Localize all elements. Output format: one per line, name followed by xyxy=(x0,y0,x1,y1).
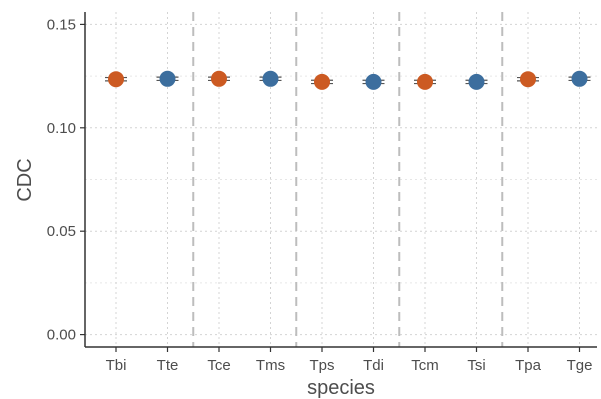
data-point xyxy=(105,71,127,88)
x-axis-ticks: Tbi Tte Tce Tms Tps Tdi Tcm Tsi Tpa Tge xyxy=(106,347,593,374)
y-tick-label: 0.10 xyxy=(47,120,76,137)
data-points xyxy=(105,70,591,90)
x-tick-label: Tcm xyxy=(411,357,439,374)
y-axis-ticks: 0.00 0.05 0.10 0.15 xyxy=(47,16,85,344)
data-point xyxy=(311,73,333,90)
point-marker xyxy=(159,70,176,87)
x-tick-label: Tsi xyxy=(467,357,485,374)
y-tick-label: 0.05 xyxy=(47,223,76,240)
x-tick-label: Tps xyxy=(309,357,334,374)
x-tick-label: Tce xyxy=(207,357,230,374)
point-marker xyxy=(262,70,279,87)
point-marker xyxy=(468,73,485,90)
data-point xyxy=(208,70,230,87)
y-tick-label: 0.15 xyxy=(47,16,76,33)
y-axis-title: CDC xyxy=(14,158,36,201)
x-tick-label: Tbi xyxy=(106,357,127,374)
point-marker xyxy=(365,73,382,90)
data-point xyxy=(362,73,385,90)
pair-separators xyxy=(192,12,504,347)
point-marker xyxy=(314,73,330,90)
point-marker xyxy=(211,70,227,87)
x-tick-label: Tdi xyxy=(363,357,384,374)
point-marker xyxy=(571,70,588,87)
point-marker xyxy=(108,71,124,88)
data-point xyxy=(568,70,591,87)
axes xyxy=(84,12,597,348)
data-point xyxy=(259,70,282,87)
data-point xyxy=(156,70,179,87)
point-marker xyxy=(417,73,433,90)
x-tick-label: Tge xyxy=(567,357,593,374)
data-point xyxy=(465,73,488,90)
x-tick-label: Tte xyxy=(157,357,179,374)
x-tick-label: Tms xyxy=(256,357,285,374)
data-point xyxy=(517,71,539,88)
data-point xyxy=(414,73,436,90)
x-axis-title: species xyxy=(307,377,375,399)
x-tick-label: Tpa xyxy=(515,357,542,374)
y-tick-label: 0.00 xyxy=(47,327,76,344)
point-marker xyxy=(520,71,536,88)
